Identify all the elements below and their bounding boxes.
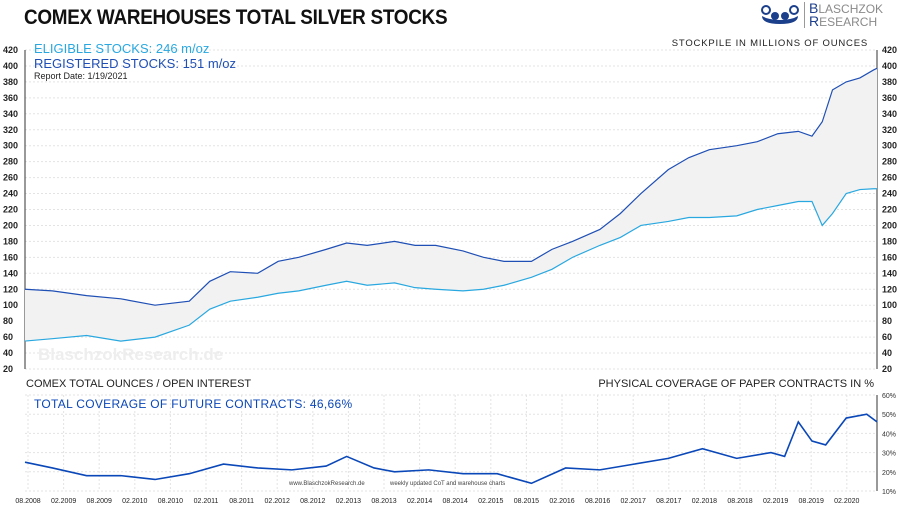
x-tick-label: 02.2011 bbox=[194, 498, 219, 505]
x-tick-label: 08.2008 bbox=[15, 498, 40, 505]
y-tick-left: 280 bbox=[3, 157, 18, 167]
lower-chart-title: COMEX TOTAL OUNCES / OPEN INTEREST bbox=[26, 378, 252, 390]
y-tick-right: 380 bbox=[882, 77, 897, 87]
registered-stocks-label: REGISTERED STOCKS: 151 m/oz bbox=[34, 56, 237, 71]
y-tick-right: 40 bbox=[882, 348, 892, 358]
y-tick-right: 10% bbox=[882, 489, 896, 496]
lower-right-title: PHYSICAL COVERAGE OF PAPER CONTRACTS IN … bbox=[598, 378, 874, 390]
x-tick-label: 02.2019 bbox=[763, 498, 788, 505]
x-tick-label: 02.2010 bbox=[122, 498, 147, 505]
y-tick-right: 140 bbox=[882, 268, 897, 278]
y-tick-right: 60% bbox=[882, 393, 896, 400]
y-tick-right: 280 bbox=[882, 157, 897, 167]
credit-note: weekly updated CoT and warehouse charts bbox=[390, 481, 506, 487]
y-tick-right: 50% bbox=[882, 412, 896, 419]
logo-text: BLASCHZOK RESEARCH bbox=[804, 1, 883, 28]
x-tick-label: 08.2013 bbox=[371, 498, 396, 505]
y-tick-left: 100 bbox=[3, 300, 18, 310]
x-tick-label: 08.2012 bbox=[300, 498, 325, 505]
y-tick-right: 420 bbox=[882, 45, 897, 55]
x-tick-label: 02.2012 bbox=[265, 498, 290, 505]
y-tick-left: 220 bbox=[3, 205, 18, 215]
y-tick-right: 180 bbox=[882, 236, 897, 246]
unit-label: STOCKPILE IN MILLIONS OF OUNCES bbox=[671, 38, 868, 49]
y-tick-left: 80 bbox=[3, 316, 13, 326]
y-tick-left: 160 bbox=[3, 252, 18, 262]
y-tick-right: 40% bbox=[882, 431, 896, 438]
x-tick-label: 02.2009 bbox=[51, 498, 76, 505]
y-tick-right: 120 bbox=[882, 284, 897, 294]
y-tick-left: 300 bbox=[3, 141, 18, 151]
x-tick-label: 02.2014 bbox=[407, 498, 432, 505]
y-tick-right: 100 bbox=[882, 300, 897, 310]
y-tick-left: 240 bbox=[3, 189, 18, 199]
y-tick-right: 30% bbox=[882, 451, 896, 458]
eligible-series-line bbox=[24, 188, 877, 342]
y-tick-right: 160 bbox=[882, 252, 897, 262]
y-tick-left: 200 bbox=[3, 220, 18, 230]
x-tick-label: 08.2018 bbox=[727, 498, 752, 505]
y-tick-left: 180 bbox=[3, 236, 18, 246]
eligible-stocks-label: ELIGIBLE STOCKS: 246 m/oz bbox=[34, 41, 210, 56]
y-tick-left: 320 bbox=[3, 125, 18, 135]
stock-gap-area bbox=[25, 68, 877, 342]
coverage-label: TOTAL COVERAGE OF FUTURE CONTRACTS: 46,6… bbox=[34, 397, 353, 411]
y-tick-right: 360 bbox=[882, 93, 897, 103]
y-tick-right: 260 bbox=[882, 173, 897, 183]
x-tick-label: 02.2017 bbox=[621, 498, 646, 505]
y-tick-right: 200 bbox=[882, 220, 897, 230]
y-tick-right: 80 bbox=[882, 316, 892, 326]
x-tick-label: 08.2019 bbox=[799, 498, 824, 505]
credit-site: www.BlaschzokResearch.de bbox=[289, 481, 365, 487]
y-tick-right: 240 bbox=[882, 189, 897, 199]
logo: BLASCHZOK RESEARCH bbox=[760, 1, 883, 28]
y-tick-right: 20% bbox=[882, 470, 896, 477]
y-tick-right: 300 bbox=[882, 141, 897, 151]
y-tick-left: 260 bbox=[3, 173, 18, 183]
y-tick-left: 380 bbox=[3, 77, 18, 87]
viking-ship-logo-icon bbox=[761, 5, 799, 24]
y-tick-right: 320 bbox=[882, 125, 897, 135]
y-tick-right: 20 bbox=[882, 364, 892, 374]
x-tick-label: 02.2020 bbox=[834, 498, 859, 505]
coverage-series-line bbox=[24, 413, 878, 485]
x-tick-label: 08.2014 bbox=[443, 498, 468, 505]
x-tick-label: 08.2010 bbox=[158, 498, 183, 505]
y-tick-left: 60 bbox=[3, 332, 13, 342]
y-tick-right: 220 bbox=[882, 205, 897, 215]
x-tick-label: 08.2017 bbox=[656, 498, 681, 505]
x-tick-label: 08.2009 bbox=[87, 498, 112, 505]
x-tick-label: 02.2016 bbox=[549, 498, 574, 505]
x-tick-label: 08.2011 bbox=[229, 498, 254, 505]
x-tick-label: 02.2015 bbox=[478, 498, 503, 505]
x-tick-label: 02.2018 bbox=[692, 498, 717, 505]
y-tick-left: 360 bbox=[3, 93, 18, 103]
x-tick-label: 08.2015 bbox=[514, 498, 539, 505]
total-series-line bbox=[24, 67, 878, 306]
watermark: BlaschzokResearch.de bbox=[38, 345, 224, 364]
x-tick-label: 08.2016 bbox=[585, 498, 610, 505]
y-tick-left: 40 bbox=[3, 348, 13, 358]
y-tick-left: 140 bbox=[3, 268, 18, 278]
x-tick-label: 02.2013 bbox=[336, 498, 361, 505]
y-tick-left: 120 bbox=[3, 284, 18, 294]
y-tick-right: 60 bbox=[882, 332, 892, 342]
y-tick-left: 340 bbox=[3, 109, 18, 119]
page-title: COMEX WAREHOUSES TOTAL SILVER STOCKS bbox=[24, 6, 448, 29]
report-date: Report Date: 1/19/2021 bbox=[34, 71, 128, 81]
y-tick-left: 20 bbox=[3, 364, 13, 374]
y-tick-right: 340 bbox=[882, 109, 897, 119]
y-tick-left: 400 bbox=[3, 61, 18, 71]
y-tick-left: 420 bbox=[3, 45, 18, 55]
y-tick-right: 400 bbox=[882, 61, 897, 71]
